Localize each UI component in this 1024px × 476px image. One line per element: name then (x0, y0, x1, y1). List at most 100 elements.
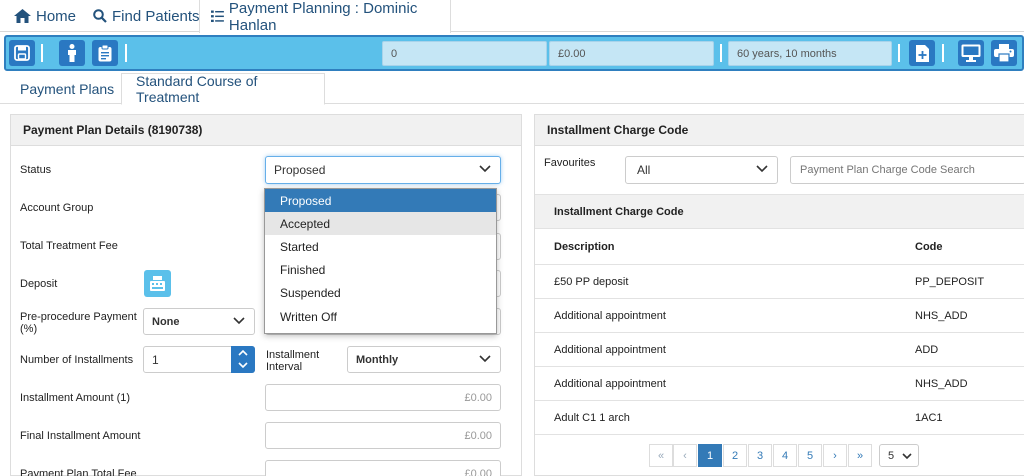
section-tabs: Payment Plans Standard Course of Treatme… (0, 73, 1024, 105)
list-icon (211, 10, 224, 23)
plan-total-label: Payment Plan Total Fee (20, 468, 137, 476)
clipboard-button[interactable] (92, 40, 118, 66)
installment-amount-label: Installment Amount (1) (20, 392, 131, 404)
preproc-value: None (152, 315, 180, 328)
chevron-down-icon[interactable] (238, 362, 248, 369)
home-label: Home (36, 7, 77, 25)
deposit-calculator-button[interactable] (144, 270, 171, 297)
payment-planning-tab[interactable]: Payment Planning : Dominic Hanlan (199, 0, 451, 34)
status-option-proposed[interactable]: Proposed (265, 189, 496, 213)
add-document-button[interactable] (909, 40, 935, 66)
status-dropdown-menu: Proposed Accepted Started Finished Suspe… (264, 188, 497, 334)
row-code: PP_DEPOSIT (915, 275, 985, 288)
last-page-button[interactable]: » (848, 444, 872, 467)
panel-title: Payment Plan Details (8190738) (11, 115, 521, 146)
preproc-select[interactable]: None (143, 308, 255, 335)
favourites-value: All (637, 163, 651, 177)
chevron-down-icon (902, 453, 912, 460)
row-description: £50 PP deposit (554, 275, 629, 288)
person-icon (68, 44, 76, 62)
home-link[interactable]: Home (14, 0, 76, 32)
add-document-icon (915, 44, 929, 62)
preproc-label: Pre-procedure Payment (%) (20, 311, 137, 335)
toolbar-divider (898, 44, 900, 62)
page-3-button[interactable]: 3 (748, 444, 772, 467)
page-4-button[interactable]: 4 (773, 444, 797, 467)
find-patients-label: Find Patients (112, 7, 200, 25)
monitor-icon (961, 44, 981, 62)
toolbar-divider (720, 44, 722, 62)
interval-select[interactable]: Monthly (347, 346, 501, 373)
row-code: NHS_ADD (915, 377, 968, 390)
charge-code-search-input[interactable] (790, 156, 1024, 184)
clipboard-icon (98, 44, 112, 61)
col-code-header: Code (915, 241, 943, 253)
table-row[interactable]: £50 PP deposit PP_DEPOSIT (535, 265, 1024, 299)
final-installment-label: Final Installment Amount (20, 430, 141, 442)
toolbar-divider (41, 44, 43, 62)
table-title: Installment Charge Code (535, 194, 1024, 229)
save-button[interactable] (9, 40, 35, 66)
status-option-suspended[interactable]: Suspended (280, 286, 341, 301)
status-option-started[interactable]: Started (280, 239, 319, 254)
status-label: Status (20, 164, 52, 176)
account-group-label: Account Group (20, 202, 94, 214)
page-size-select[interactable]: 5 (879, 444, 919, 467)
col-description-header: Description (554, 241, 615, 253)
deposit-label: Deposit (20, 278, 58, 290)
display-button[interactable] (958, 40, 984, 66)
favourites-label: Favourites (544, 157, 596, 169)
stepper-buttons[interactable] (231, 346, 255, 373)
toolbar-divider (942, 44, 944, 62)
row-description: Additional appointment (554, 309, 666, 322)
chevron-up-icon[interactable] (238, 349, 248, 356)
final-installment-field[interactable]: £0.00 (265, 422, 501, 449)
row-code: NHS_ADD (915, 309, 968, 322)
search-icon (93, 9, 107, 23)
patient-button[interactable] (59, 40, 85, 66)
prev-page-button[interactable]: ‹ (673, 444, 697, 467)
cash-register-icon (150, 276, 165, 291)
save-icon (14, 45, 30, 61)
interval-value: Monthly (356, 353, 399, 366)
favourites-select[interactable]: All (625, 156, 778, 184)
table-header-row: Description Code (535, 230, 1024, 265)
first-page-button[interactable]: « (649, 444, 673, 467)
row-description: Adult C1 1 arch (554, 411, 630, 424)
print-button[interactable] (991, 40, 1017, 66)
status-option-finished[interactable]: Finished (280, 263, 326, 278)
find-patients-link[interactable]: Find Patients (93, 0, 200, 32)
next-page-button[interactable]: › (823, 444, 847, 467)
row-description: Additional appointment (554, 377, 666, 390)
toolbar-age-field: 60 years, 10 months (728, 41, 892, 66)
row-description: Additional appointment (554, 343, 666, 356)
table-row[interactable]: Additional appointment ADD (535, 333, 1024, 367)
table-row[interactable]: Additional appointment NHS_ADD (535, 299, 1024, 333)
status-option-accepted[interactable]: Accepted (265, 212, 496, 236)
installment-amount-field[interactable]: £0.00 (265, 384, 501, 411)
row-code: ADD (915, 343, 939, 356)
tab-payment-plans[interactable]: Payment Plans (20, 80, 115, 97)
table-row[interactable]: Adult C1 1 arch 1AC1 (535, 401, 1024, 435)
toolbar-balance-field: £0.00 (549, 41, 714, 66)
installment-charge-code-panel: Installment Charge Code Favourites All I… (534, 114, 1024, 476)
page-1-button[interactable]: 1 (698, 444, 722, 467)
table-row[interactable]: Additional appointment NHS_ADD (535, 367, 1024, 401)
panel-title: Installment Charge Code (535, 115, 1024, 146)
status-value: Proposed (274, 163, 326, 177)
toolbar-count-field: 0 (382, 41, 547, 66)
num-installments-value: 1 (152, 352, 159, 367)
page-size-value: 5 (888, 449, 895, 462)
tab-standard-course[interactable]: Standard Course of Treatment (121, 73, 325, 105)
plan-total-field[interactable]: £0.00 (265, 460, 501, 476)
toolbar-divider (125, 44, 127, 62)
interval-label: Installment Interval (266, 349, 320, 373)
chevron-down-icon (479, 165, 491, 173)
status-option-written-off[interactable]: Written Off (280, 309, 337, 324)
status-select[interactable]: Proposed (265, 156, 501, 184)
num-installments-label: Number of Installments (20, 354, 134, 366)
page-5-button[interactable]: 5 (798, 444, 822, 467)
chevron-down-icon (479, 355, 491, 363)
page-2-button[interactable]: 2 (723, 444, 747, 467)
total-fee-label: Total Treatment Fee (20, 240, 118, 252)
